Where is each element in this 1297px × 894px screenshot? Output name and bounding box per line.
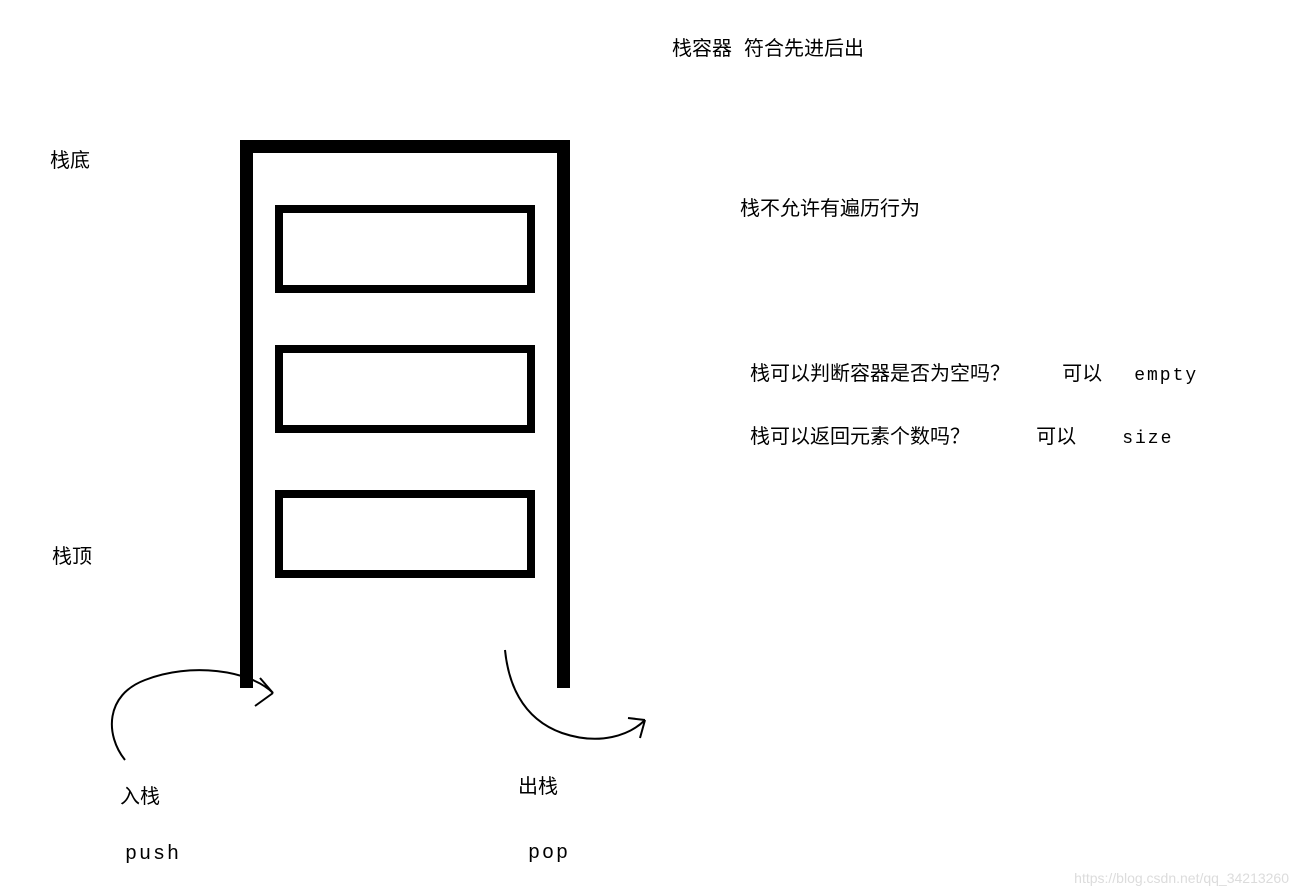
stack-left-wall (240, 140, 253, 688)
note-size-answer: 可以 (1036, 424, 1076, 448)
push-cn-label: 入栈 (120, 780, 160, 809)
pop-cn-label: 出栈 (518, 770, 558, 799)
note-size-question: 栈可以返回元素个数吗？ (750, 424, 970, 448)
stack-right-wall (557, 140, 570, 688)
stack-top-wall (240, 140, 570, 153)
note-size-row: 栈可以返回元素个数吗？ 可以 size (750, 420, 1173, 449)
push-en-label: push (125, 843, 181, 866)
push-arrow (100, 640, 300, 770)
pop-arrow (490, 640, 690, 770)
note-size-keyword: size (1122, 429, 1173, 449)
note-empty-keyword: empty (1134, 366, 1198, 386)
watermark-text: https://blog.csdn.net/qq_34213260 (1074, 870, 1289, 886)
stack-top-label: 栈顶 (52, 540, 92, 569)
note-empty-answer: 可以 (1062, 361, 1102, 385)
stack-bottom-label: 栈底 (50, 144, 90, 173)
stack-element-1 (275, 205, 535, 293)
note-empty-row: 栈可以判断容器是否为空吗？ 可以 empty (750, 357, 1198, 386)
pop-en-label: pop (528, 842, 570, 865)
title-text: 栈容器 符合先进后出 (672, 32, 864, 61)
note-empty-question: 栈可以判断容器是否为空吗？ (750, 361, 1010, 385)
note-no-traverse: 栈不允许有遍历行为 (740, 192, 920, 221)
stack-element-2 (275, 345, 535, 433)
stack-diagram (240, 140, 570, 688)
stack-element-3 (275, 490, 535, 578)
